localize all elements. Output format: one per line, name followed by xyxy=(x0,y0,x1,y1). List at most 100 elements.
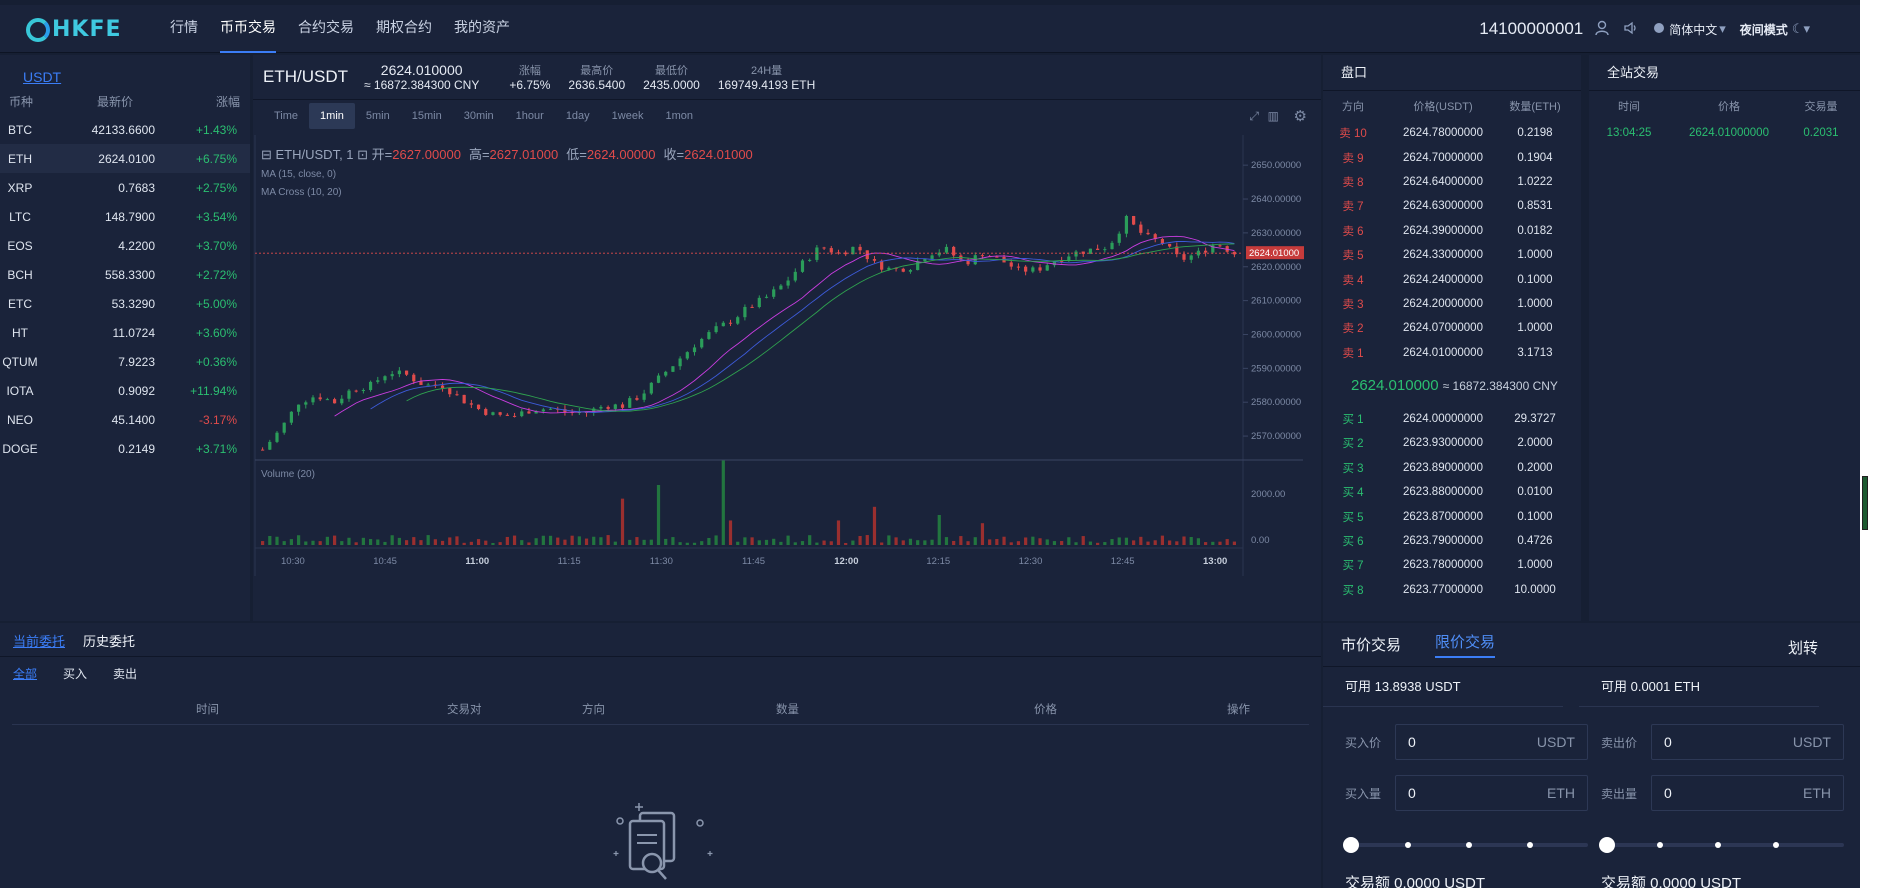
ticker-vol-label: 24H量 xyxy=(750,65,783,77)
market-row[interactable]: DOGE 0.2149 +3.71% xyxy=(0,434,250,463)
bid-row[interactable]: 买 7 2623.78000000 1.0000 xyxy=(1323,553,1581,577)
tf-15min[interactable]: 15min xyxy=(411,110,442,122)
tf-1day[interactable]: 1day xyxy=(565,110,590,122)
ob-side: 卖 2 xyxy=(1342,323,1364,336)
nav-options[interactable]: 期权合约 xyxy=(376,19,432,35)
buy-percent-slider[interactable] xyxy=(1343,837,1588,853)
sell-qty-input[interactable]: 0 ETH xyxy=(1651,775,1844,811)
tf-30min[interactable]: 30min xyxy=(463,110,494,122)
buy-qty-input[interactable]: 0 ETH xyxy=(1395,775,1588,811)
tab-current-orders[interactable]: 当前委托 xyxy=(13,634,66,649)
ob-qty: 0.2198 xyxy=(1517,127,1553,140)
ticker-vol: 169749.4193 ETH xyxy=(717,78,816,92)
ask-row[interactable]: 卖 1 2624.01000000 3.1713 xyxy=(1323,341,1581,365)
market-row[interactable]: BTC 42133.6600 +1.43% xyxy=(0,115,250,144)
price-chart[interactable]: 2650.00000 2640.00000 2630.00000 2620.00000… xyxy=(253,135,1321,621)
legend-low: 2624.00000 xyxy=(587,147,656,162)
volume-bar xyxy=(1211,541,1215,545)
buy-slider-handle[interactable] xyxy=(1343,837,1359,853)
tab-market-order[interactable]: 市价交易 xyxy=(1341,637,1402,654)
nav-contract-trading[interactable]: 合约交易 xyxy=(298,19,354,35)
ob-qty: 2.0000 xyxy=(1517,437,1553,450)
market-row[interactable]: NEO 45.1400 -3.17% xyxy=(0,405,250,434)
ask-row[interactable]: 卖 8 2624.64000000 1.0222 xyxy=(1323,170,1581,194)
ask-row[interactable]: 卖 6 2624.39000000 0.0182 xyxy=(1323,219,1581,243)
sound-icon[interactable] xyxy=(1623,20,1639,39)
language-select[interactable]: 简体中文 xyxy=(1669,22,1718,37)
ask-row[interactable]: 卖 3 2624.20000000 1.0000 xyxy=(1323,292,1581,316)
market-row[interactable]: BCH 558.3300 +2.72% xyxy=(0,260,250,289)
sell-slider-handle[interactable] xyxy=(1599,837,1615,853)
buy-price-input[interactable]: 0 USDT xyxy=(1395,724,1588,760)
tf-time[interactable]: Time xyxy=(274,110,299,122)
market-row[interactable]: LTC 148.7900 +3.54% xyxy=(0,202,250,231)
market-row[interactable]: IOTA 0.9092 +11.94% xyxy=(0,376,250,405)
market-row[interactable]: HT 11.0724 +3.60% xyxy=(0,318,250,347)
filter-all[interactable]: 全部 xyxy=(13,666,38,681)
moon-icon[interactable]: ☾▾ xyxy=(1791,21,1810,36)
buy-slider-dot-50[interactable] xyxy=(1466,842,1472,848)
market-price: 0.2149 xyxy=(118,441,155,456)
candle-body xyxy=(448,388,452,395)
transfer-button[interactable]: 划转 xyxy=(1787,640,1818,657)
page-scrollbar[interactable] xyxy=(1862,476,1868,530)
volume-bar xyxy=(1232,541,1237,545)
tf-1hour[interactable]: 1hour xyxy=(515,110,544,122)
bid-row[interactable]: 买 1 2624.00000000 29.3727 xyxy=(1323,407,1581,431)
volume-bar xyxy=(1168,540,1172,545)
logo[interactable]: HKFE xyxy=(26,17,122,42)
bid-row[interactable]: 买 5 2623.87000000 0.1000 xyxy=(1323,504,1581,528)
fullscreen-icon[interactable]: ⤢ xyxy=(1249,109,1259,123)
tab-order-history[interactable]: 历史委托 xyxy=(83,634,136,649)
user-icon[interactable] xyxy=(1595,20,1609,39)
tab-limit-order[interactable]: 限价交易 xyxy=(1435,631,1496,658)
bid-row[interactable]: 买 8 2623.77000000 10.0000 xyxy=(1323,578,1581,602)
sell-slider-dot-75[interactable] xyxy=(1773,842,1779,848)
ask-row[interactable]: 卖 5 2624.33000000 1.0000 xyxy=(1323,243,1581,267)
market-row[interactable]: ETC 53.3290 +5.00% xyxy=(0,289,250,318)
nav-spot-trading[interactable]: 币币交易 xyxy=(220,5,276,53)
bid-row[interactable]: 买 2 2623.93000000 2.0000 xyxy=(1323,431,1581,455)
ask-row[interactable]: 卖 9 2624.70000000 0.1904 xyxy=(1323,145,1581,169)
bid-row[interactable]: 买 4 2623.88000000 0.0100 xyxy=(1323,480,1581,504)
legend-open-label: 开= xyxy=(372,147,393,162)
market-tab-usdt[interactable]: USDT xyxy=(23,69,62,85)
market-row[interactable]: QTUM 7.9223 +0.36% xyxy=(0,347,250,376)
tf-1week[interactable]: 1week xyxy=(611,110,644,122)
filter-sell[interactable]: 卖出 xyxy=(113,666,138,681)
buy-slider-dot-75[interactable] xyxy=(1527,842,1533,848)
market-row[interactable]: XRP 0.7683 +2.75% xyxy=(0,173,250,202)
ask-row[interactable]: 卖 4 2624.24000000 0.1000 xyxy=(1323,267,1581,291)
sell-slider-dot-50[interactable] xyxy=(1715,842,1721,848)
legend-low-label: 低= xyxy=(566,147,587,162)
buy-slider-dot-25[interactable] xyxy=(1405,842,1411,848)
tf-1min[interactable]: 1min xyxy=(309,103,355,129)
time-tick-label: 12:30 xyxy=(1019,556,1043,567)
indicator-icon[interactable]: ▥ xyxy=(1267,109,1279,123)
bid-row[interactable]: 买 6 2623.79000000 0.4726 xyxy=(1323,529,1581,553)
tf-5min[interactable]: 5min xyxy=(365,110,390,122)
sell-price-input[interactable]: 0 USDT xyxy=(1651,724,1844,760)
candle-body xyxy=(692,347,697,353)
market-row[interactable]: EOS 4.2200 +3.70% xyxy=(0,231,250,260)
tf-1mon[interactable]: 1mon xyxy=(665,110,693,122)
night-mode-toggle[interactable]: 夜间模式 xyxy=(1739,22,1788,37)
ask-row[interactable]: 卖 10 2624.78000000 0.2198 xyxy=(1323,121,1581,145)
market-row[interactable]: ETH 2624.0100 +6.75% xyxy=(0,144,250,173)
nav-my-assets[interactable]: 我的资产 xyxy=(454,19,510,35)
nav-market[interactable]: 行情 xyxy=(170,19,198,35)
indicator-ma-cross: MA Cross (10, 20) xyxy=(261,187,342,198)
ob-price: 2623.78000000 xyxy=(1403,559,1483,572)
bid-row[interactable]: 买 3 2623.89000000 0.2000 xyxy=(1323,456,1581,480)
candle-body xyxy=(268,441,272,450)
ask-row[interactable]: 卖 7 2624.63000000 0.8531 xyxy=(1323,194,1581,218)
sell-slider-dot-25[interactable] xyxy=(1657,842,1663,848)
filter-buy[interactable]: 买入 xyxy=(63,666,88,681)
globe-icon[interactable] xyxy=(1653,22,1665,37)
user-account[interactable]: 14100000001 xyxy=(1479,19,1584,38)
legend-symbol: ETH/USDT, 1 xyxy=(276,147,354,162)
sell-percent-slider[interactable] xyxy=(1599,837,1844,853)
settings-gear-icon[interactable]: ⚙ xyxy=(1293,108,1307,125)
ob-price: 2624.00000000 xyxy=(1403,413,1483,426)
ask-row[interactable]: 卖 2 2624.07000000 1.0000 xyxy=(1323,316,1581,340)
